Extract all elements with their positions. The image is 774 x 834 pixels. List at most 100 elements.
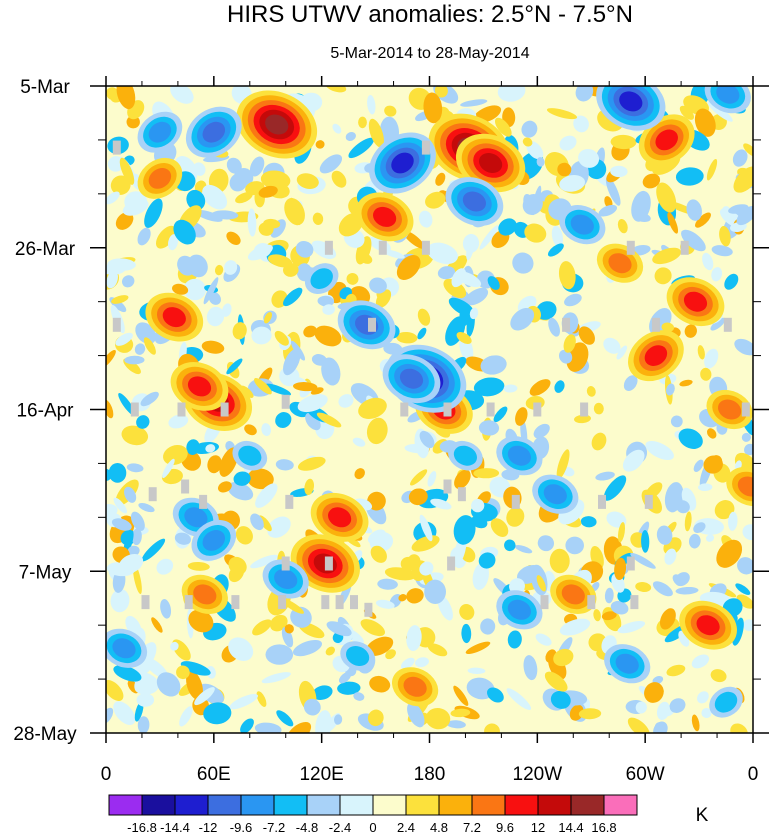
texture-blob <box>115 332 133 346</box>
texture-blob <box>446 720 466 729</box>
texture-blob <box>656 701 670 721</box>
texture-blob <box>604 587 614 604</box>
texture-blob <box>535 633 552 646</box>
texture-blob <box>136 693 155 707</box>
texture-blob <box>140 391 159 407</box>
texture-blob <box>206 666 216 679</box>
texture-blob <box>315 710 332 733</box>
texture-blob <box>556 449 570 480</box>
texture-blob <box>254 722 282 733</box>
texture-blob <box>547 243 564 257</box>
texture-blob <box>616 345 628 360</box>
colorbar-swatch <box>570 794 605 816</box>
missing-data-cell <box>184 595 193 610</box>
missing-data-cell <box>112 140 121 155</box>
texture-blob <box>333 714 343 725</box>
texture-blob <box>507 630 522 649</box>
texture-blob <box>331 170 347 188</box>
texture-blob <box>415 657 429 668</box>
colorbar-swatch <box>339 794 374 816</box>
anomaly-contour <box>737 476 753 497</box>
texture-blob <box>443 278 467 299</box>
texture-blob <box>375 289 392 308</box>
texture-blob <box>705 534 715 542</box>
missing-data-cell <box>540 595 549 610</box>
texture-blob <box>679 105 694 120</box>
missing-data-cell <box>511 494 520 509</box>
colorbar: -16.8 -14.4 -12 -9.6 -7.2 -4.8 -2.4 0 2.4 4.8 7.2 9… <box>108 794 638 834</box>
texture-blob <box>614 557 627 581</box>
missing-data-cell <box>421 140 430 155</box>
texture-blob <box>617 218 628 234</box>
anomaly-contour <box>184 507 208 528</box>
chart-subtitle: 5-Mar-2014 to 28-May-2014 <box>330 45 529 62</box>
x-tick-label: 180 <box>414 764 446 785</box>
missing-data-cell <box>231 595 240 610</box>
texture-blob <box>233 471 251 486</box>
texture-blob <box>107 258 136 271</box>
texture-blob <box>138 503 155 513</box>
texture-blob <box>419 514 433 542</box>
texture-blob <box>156 558 174 575</box>
texture-blob <box>537 535 555 552</box>
texture-blob <box>369 277 387 294</box>
texture-blob <box>563 334 576 353</box>
colorbar-tick-label: -2.4 <box>329 820 351 834</box>
texture-blob <box>732 617 744 646</box>
anomaly-contour <box>328 507 352 528</box>
texture-blob <box>710 317 726 331</box>
texture-blob <box>666 383 675 396</box>
missing-data-cell <box>368 317 376 332</box>
texture-blob <box>183 278 207 301</box>
missing-data-cell <box>626 556 635 571</box>
colorbar-swatch <box>603 794 638 816</box>
texture-blob <box>448 297 475 317</box>
texture-blob <box>479 225 499 250</box>
anomaly-contour <box>112 638 136 659</box>
texture-blob <box>247 468 274 490</box>
texture-blob <box>424 579 447 604</box>
texture-blob <box>211 210 239 220</box>
colorbar-tick-label: 9.6 <box>496 820 514 834</box>
texture-blob <box>106 349 116 369</box>
texture-blob <box>240 718 254 733</box>
texture-blob <box>506 688 532 710</box>
texture-blob <box>400 556 416 571</box>
x-tick-label: 120W <box>513 764 563 785</box>
anomaly-contour <box>202 530 226 551</box>
texture-blob <box>480 618 496 635</box>
texture-blob <box>296 173 319 189</box>
colorbar-swatch <box>372 794 407 816</box>
texture-blob <box>228 637 254 661</box>
anomaly-contour <box>274 569 298 589</box>
texture-blob <box>427 242 458 265</box>
texture-blob <box>406 625 422 652</box>
texture-blob <box>124 355 145 365</box>
texture-blob <box>156 672 181 697</box>
missing-data-cell <box>177 402 186 417</box>
texture-blob <box>283 348 301 376</box>
texture-blob <box>227 482 254 501</box>
colorbar-swatch <box>405 794 440 816</box>
anomaly-contour <box>391 152 414 174</box>
colorbar-swatch <box>108 794 143 816</box>
texture-blob <box>652 581 673 597</box>
missing-data-cell <box>181 479 190 494</box>
texture-blob <box>322 304 335 315</box>
texture-blob <box>473 377 505 397</box>
missing-data-cell <box>364 602 373 617</box>
texture-blob <box>172 283 189 295</box>
texture-blob <box>170 641 179 651</box>
colorbar-tick-label: 12 <box>531 820 545 834</box>
texture-blob <box>659 608 676 630</box>
texture-blob <box>742 524 753 541</box>
texture-blob <box>410 469 428 486</box>
texture-blob <box>250 513 264 531</box>
texture-blob <box>464 287 489 306</box>
anomaly-contour <box>507 445 531 466</box>
texture-blob <box>173 219 196 245</box>
texture-blob <box>137 716 150 733</box>
missing-data-cell <box>580 402 589 417</box>
texture-blob <box>641 530 650 553</box>
texture-blob <box>195 209 223 222</box>
